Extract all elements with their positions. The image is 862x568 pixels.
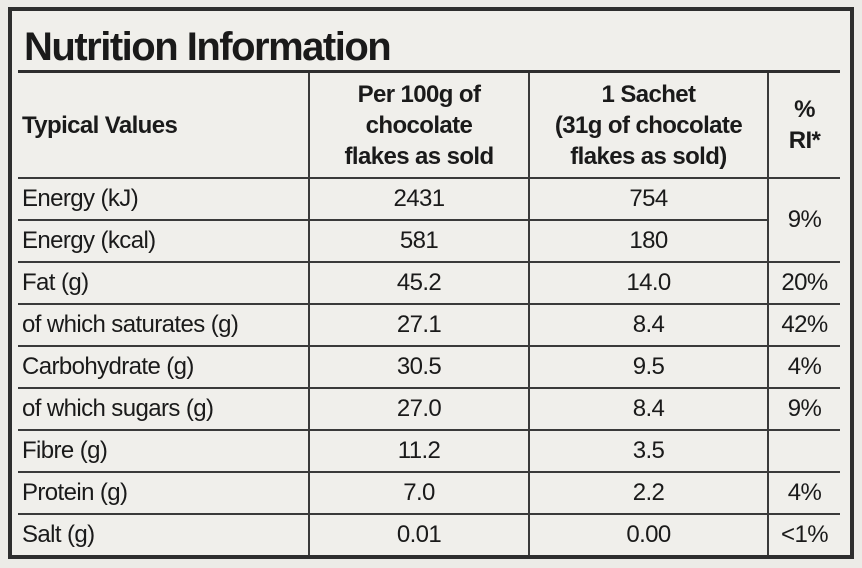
nutrient-row: of which sugars (g) 27.0 8.4 9%: [18, 387, 840, 431]
nutrient-value: 11.2: [308, 429, 530, 473]
nutrient-value: 3.5: [528, 429, 769, 473]
header-line: Per 100g of: [357, 80, 481, 108]
ri-value: 42%: [767, 303, 840, 347]
header-cell: Per 100g of chocolate flakes as sold: [308, 70, 530, 179]
nutrient-name: Energy (kJ): [18, 177, 310, 221]
header-cell: Typical Values: [18, 70, 310, 179]
nutrient-name: of which sugars (g): [18, 387, 310, 431]
nutrient-value: 14.0: [528, 261, 769, 305]
nutrition-table: Typical Values Per 100g of chocolate flake…: [18, 70, 840, 555]
ri-value: <1%: [767, 513, 840, 555]
header-cell: % RI*: [767, 70, 840, 179]
header-cell: 1 Sachet (31g of chocolate flakes as sold): [528, 70, 769, 179]
header-line: %: [794, 96, 815, 123]
nutrient-value: 2431: [308, 177, 530, 221]
title: Nutrition Information: [24, 25, 392, 69]
nutrient-value: 45.2: [308, 261, 530, 305]
ri-value: 9%: [767, 177, 840, 263]
nutrient-name: Energy (kcal): [18, 219, 310, 263]
header-line: chocolate: [365, 111, 473, 139]
ri-value: 20%: [767, 261, 840, 305]
nutrient-value: 581: [308, 219, 530, 263]
nutrient-row: Salt (g) 0.01 0.00 <1%: [18, 513, 840, 555]
nutrient-row: Energy (kJ) 2431 754 9%: [18, 177, 840, 263]
ri-value: 4%: [767, 345, 840, 389]
nutrient-value: 9.5: [528, 345, 769, 389]
nutrient-value: 8.4: [528, 303, 769, 347]
header-line: RI*: [788, 127, 821, 154]
nutrient-value: 0.00: [528, 513, 769, 555]
ri-value: [767, 429, 840, 473]
table-body: Typical Values Per 100g of chocolate flake…: [18, 70, 840, 555]
header-line: (31g of chocolate: [554, 111, 743, 139]
nutrient-name: Protein (g): [18, 471, 310, 515]
nutrient-row: Protein (g) 7.0 2.2 4%: [18, 471, 840, 515]
nutrient-value: 180: [528, 219, 768, 263]
nutrient-name: Carbohydrate (g): [18, 345, 310, 389]
nutrient-value: 2.2: [528, 471, 769, 515]
ri-value: 9%: [767, 387, 840, 431]
nutrient-value: 27.1: [308, 303, 530, 347]
header-line: flakes as sold: [344, 142, 494, 170]
ri-value: 4%: [767, 471, 840, 515]
nutrient-value: 30.5: [308, 345, 530, 389]
nutrient-value: 0.01: [308, 513, 530, 555]
nutrient-value: 27.0: [308, 387, 530, 431]
nutrient-name: of which saturates (g): [18, 303, 310, 347]
nutrient-row: Carbohydrate (g) 30.5 9.5 4%: [18, 345, 840, 389]
nutrient-value: 7.0: [308, 471, 530, 515]
nutrient-value: 8.4: [528, 387, 769, 431]
nutrient-row: Fibre (g) 11.2 3.5: [18, 429, 840, 473]
header-line: flakes as sold): [570, 142, 727, 170]
nutrient-name: Fat (g): [18, 261, 310, 305]
header-line: 1 Sachet: [601, 80, 697, 108]
nutrient-row: Energy (kcal) 581 180: [18, 219, 840, 263]
nutrient-name: Fibre (g): [18, 429, 310, 473]
header-row: Typical Values Per 100g of chocolate flake…: [18, 70, 840, 179]
nutrient-row: of which saturates (g) 27.1 8.4 42%: [18, 303, 840, 347]
nutrient-row: Fat (g) 45.2 14.0 20%: [18, 261, 840, 305]
label-frame: Nutrition Information Typical Values Per…: [8, 7, 854, 559]
nutrient-name: Salt (g): [18, 513, 310, 555]
nutrient-value: 754: [528, 177, 769, 221]
